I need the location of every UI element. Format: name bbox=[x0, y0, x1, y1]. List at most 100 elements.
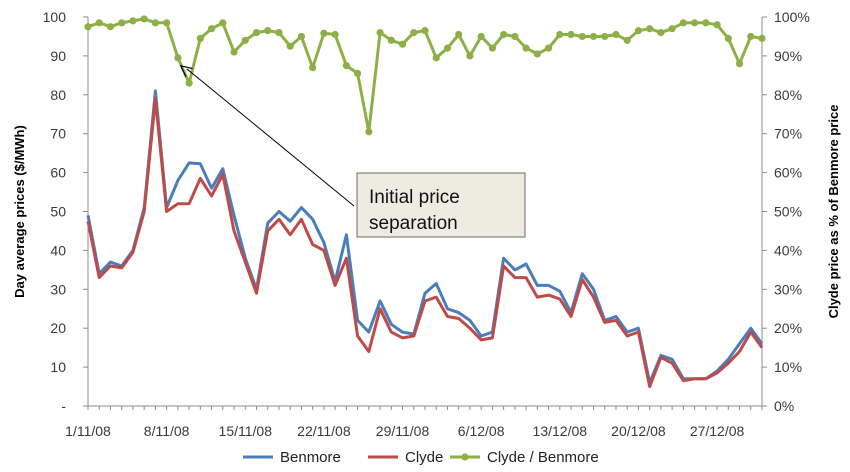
ratio-data-point bbox=[691, 19, 699, 27]
left-axis-title: Day average prices ($/MWh) bbox=[12, 125, 27, 298]
left-axis-tick-label: - bbox=[61, 398, 66, 414]
left-axis-tick-label: 20 bbox=[50, 320, 66, 336]
ratio-data-point bbox=[657, 28, 665, 37]
ratio-data-point bbox=[432, 54, 440, 62]
right-axis-tick-label: 0% bbox=[774, 398, 794, 414]
ratio-data-point bbox=[84, 23, 92, 31]
x-axis-tick-label: 15/11/08 bbox=[219, 423, 273, 439]
ratio-data-point bbox=[151, 19, 159, 27]
ratio-data-point bbox=[264, 27, 272, 35]
left-axis-tick-label: 100 bbox=[43, 9, 67, 25]
ratio-data-point bbox=[398, 40, 407, 48]
left-axis-tick-label: 50 bbox=[50, 204, 66, 220]
left-axis-tick-label: 40 bbox=[50, 242, 66, 258]
ratio-data-point bbox=[500, 30, 508, 39]
ratio-data-point bbox=[702, 19, 710, 27]
ratio-data-point bbox=[758, 34, 766, 42]
ratio-data-point bbox=[309, 63, 317, 72]
ratio-data-point bbox=[174, 54, 182, 62]
ratio-data-point bbox=[140, 15, 148, 23]
ratio-data-point bbox=[331, 30, 339, 39]
annotation-arrow-line bbox=[186, 68, 355, 207]
right-axis-title: Clyde price as % of Benmore price bbox=[826, 105, 841, 319]
ratio-data-point bbox=[578, 32, 586, 41]
right-axis-tick-label: 30% bbox=[774, 281, 802, 297]
ratio-data-point bbox=[544, 44, 553, 52]
left-axis-tick-label: 80 bbox=[50, 87, 66, 103]
right-axis-tick-label: 10% bbox=[774, 359, 802, 375]
ratio-data-point bbox=[679, 19, 687, 27]
legend-swatch-marker bbox=[461, 453, 469, 461]
ratio-data-point bbox=[623, 36, 631, 44]
x-axis-tick-label: 27/12/08 bbox=[690, 423, 745, 439]
ratio-data-point bbox=[207, 25, 216, 33]
ratio-data-point bbox=[185, 79, 193, 87]
annotation-text-line: Initial price bbox=[369, 187, 460, 208]
ratio-data-point bbox=[466, 52, 474, 60]
right-axis-tick-label: 50% bbox=[774, 204, 802, 220]
left-axis-tick-label: 60 bbox=[50, 165, 66, 181]
ratio-data-point bbox=[668, 25, 676, 33]
legend-label: Clyde / Benmore bbox=[487, 449, 599, 466]
ratio-data-point bbox=[106, 23, 115, 31]
ratio-data-point bbox=[443, 44, 452, 52]
right-axis-tick-label: 70% bbox=[774, 126, 802, 142]
ratio-data-point bbox=[589, 32, 598, 41]
right-axis-tick-label: 20% bbox=[774, 320, 802, 336]
right-axis-tick-label: 40% bbox=[774, 242, 802, 258]
ratio-data-point bbox=[488, 44, 496, 52]
ratio-data-point bbox=[286, 42, 294, 50]
ratio-data-point bbox=[129, 17, 137, 25]
x-axis-tick-label: 29/11/08 bbox=[376, 423, 430, 439]
ratio-data-point bbox=[230, 48, 238, 56]
series-line-clyde bbox=[86, 97, 764, 389]
ratio-data-point bbox=[275, 28, 283, 37]
x-axis-tick-label: 13/12/08 bbox=[533, 423, 588, 439]
ratio-data-point bbox=[601, 32, 609, 41]
ratio-data-point bbox=[387, 36, 395, 44]
ratio-data-point bbox=[252, 28, 261, 37]
x-axis-tick-label: 8/11/08 bbox=[144, 423, 190, 439]
ratio-data-point bbox=[320, 29, 328, 37]
legend-label: Benmore bbox=[280, 449, 341, 466]
ratio-data-point bbox=[511, 32, 519, 41]
ratio-data-point bbox=[735, 60, 744, 68]
right-axis-tick-label: 80% bbox=[774, 87, 802, 103]
ratio-data-point bbox=[522, 44, 530, 52]
x-axis-tick-label: 1/11/08 bbox=[65, 423, 111, 439]
ratio-data-point bbox=[410, 28, 418, 37]
ratio-data-point bbox=[477, 32, 485, 41]
ratio-data-point bbox=[421, 27, 429, 35]
ratio-data-point bbox=[455, 30, 463, 39]
ratio-data-point bbox=[163, 19, 171, 27]
ratio-data-point bbox=[118, 19, 126, 27]
left-axis-tick-label: 30 bbox=[50, 281, 66, 297]
ratio-data-point bbox=[646, 25, 654, 33]
ratio-data-point bbox=[567, 30, 575, 39]
ratio-data-point bbox=[533, 50, 541, 58]
left-axis-tick-label: 10 bbox=[50, 359, 66, 375]
ratio-data-point bbox=[95, 19, 103, 27]
left-axis-tick-label: 70 bbox=[50, 126, 66, 142]
ratio-data-point bbox=[297, 32, 306, 41]
ratio-data-point bbox=[219, 19, 227, 27]
ratio-data-point bbox=[612, 30, 620, 39]
legend-label: Clyde bbox=[405, 449, 443, 466]
right-axis-tick-label: 90% bbox=[774, 48, 802, 64]
ratio-data-point bbox=[376, 28, 384, 37]
x-axis-tick-label: 22/11/08 bbox=[297, 423, 351, 439]
ratio-data-point bbox=[354, 69, 362, 78]
ratio-data-point bbox=[196, 34, 204, 42]
ratio-data-point bbox=[342, 62, 350, 70]
x-axis-tick-label: 20/12/08 bbox=[611, 423, 666, 439]
ratio-data-point bbox=[634, 27, 643, 35]
ratio-data-point bbox=[556, 30, 564, 39]
annotation-box bbox=[356, 172, 526, 238]
ratio-data-point bbox=[241, 36, 249, 44]
x-axis-tick-label: 6/12/08 bbox=[458, 423, 505, 439]
left-axis-tick-label: 90 bbox=[50, 48, 66, 64]
annotation-text-line: separation bbox=[369, 213, 458, 234]
ratio-data-point bbox=[724, 34, 732, 42]
